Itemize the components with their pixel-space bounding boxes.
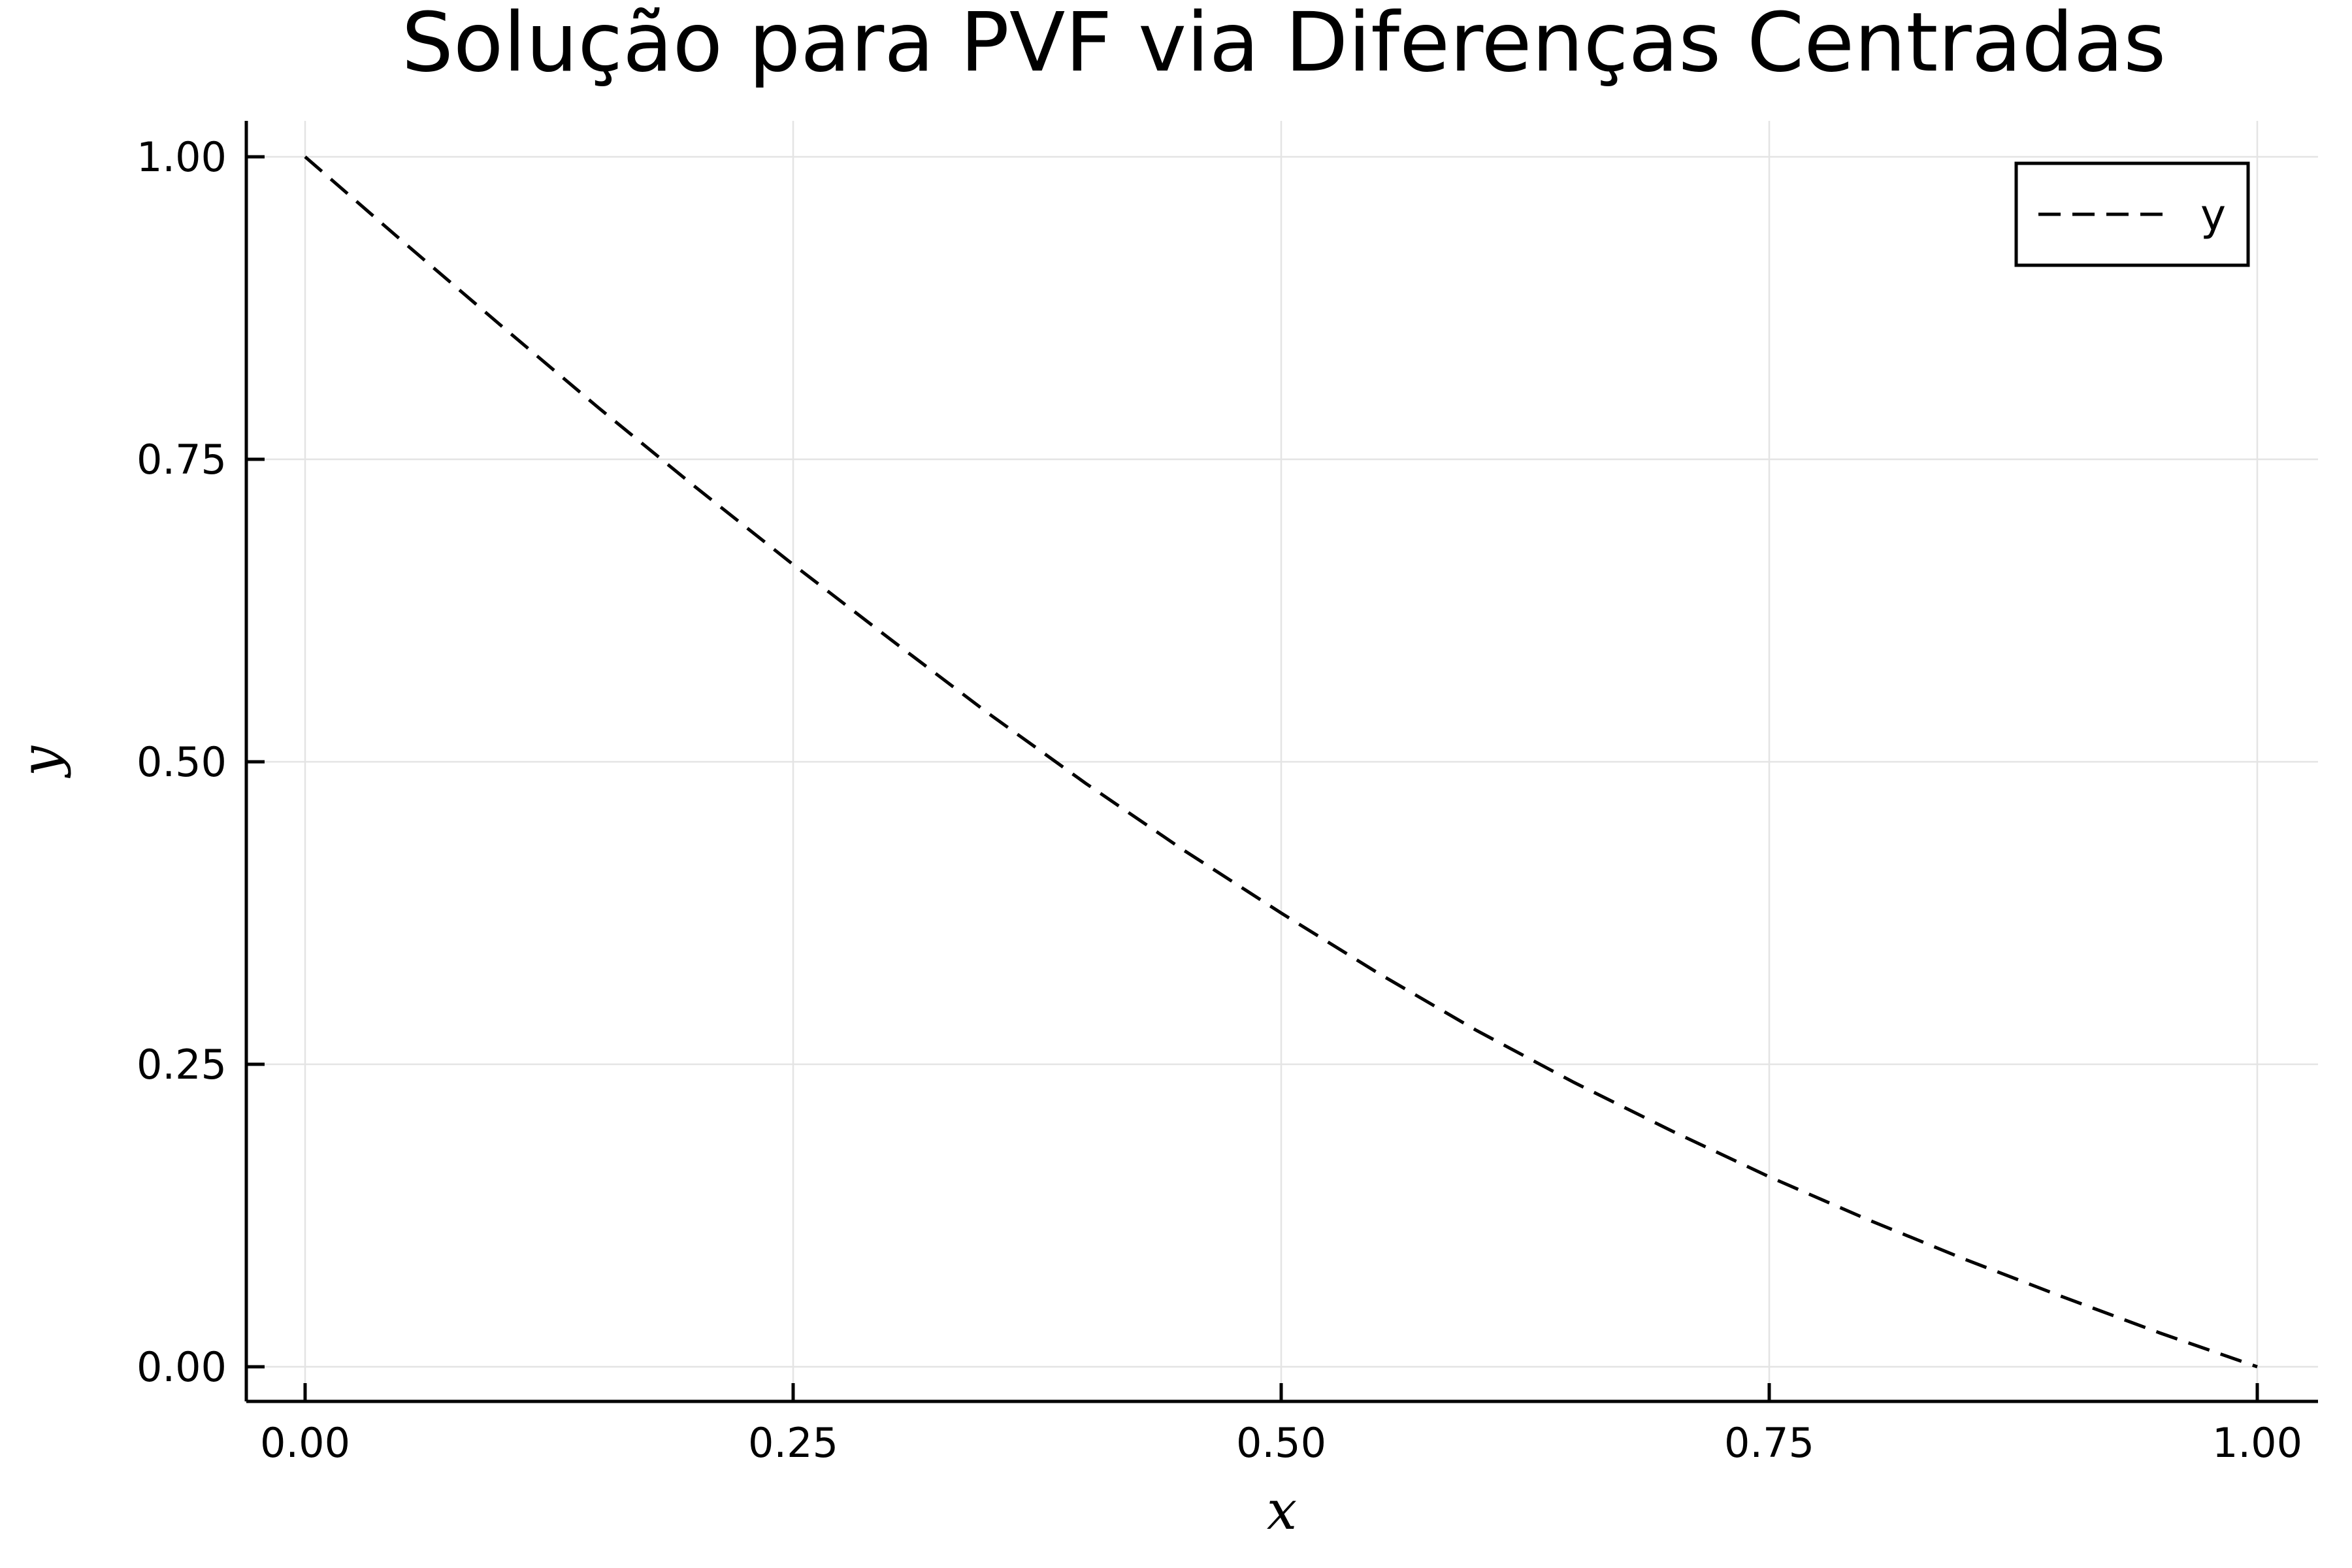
series-layer <box>304 155 2258 1369</box>
x-tick-label: 0.50 <box>1236 1419 1326 1467</box>
x-tick-label: 0.25 <box>748 1419 838 1467</box>
y-tick-label: 0.75 <box>137 436 227 483</box>
y-tick-label: 0.50 <box>137 738 227 786</box>
grid-lines <box>246 121 2318 1401</box>
x-tick-label: 0.00 <box>260 1419 350 1467</box>
axis-ticks: 0.00 0.25 0.50 0.75 1.00 0.00 0.25 0.50 0.75 1.00 <box>137 133 2302 1467</box>
legend: y <box>2014 161 2250 267</box>
chart-title: Solução para PVF via Diferenças Centrada… <box>402 0 2166 90</box>
x-axis-label: x <box>1267 1480 1297 1542</box>
y-tick-label: 0.25 <box>137 1041 227 1088</box>
y-tick-label: 0.00 <box>137 1343 227 1391</box>
y-axis-label: y <box>10 745 72 779</box>
x-tick-label: 0.75 <box>1724 1419 1814 1467</box>
series-line-y <box>304 155 2258 1369</box>
y-tick-label: 1.00 <box>137 133 227 181</box>
x-tick-label: 1.00 <box>2212 1419 2302 1467</box>
legend-label-y: y <box>2200 190 2226 240</box>
